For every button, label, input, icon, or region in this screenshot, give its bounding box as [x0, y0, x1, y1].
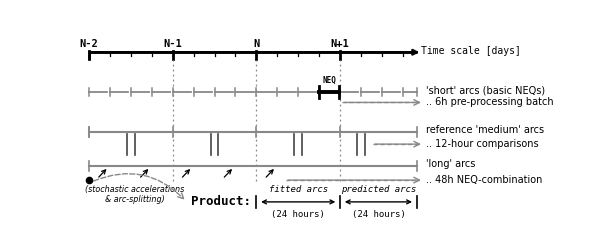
Text: Product:: Product:	[191, 195, 251, 208]
Text: N: N	[253, 39, 259, 49]
Text: reference 'medium' arcs: reference 'medium' arcs	[426, 125, 544, 135]
Text: (24 hours): (24 hours)	[352, 210, 405, 219]
Text: .. 6h pre-processing batch: .. 6h pre-processing batch	[426, 97, 554, 108]
Text: predicted arcs: predicted arcs	[341, 185, 416, 194]
Text: 'long' arcs: 'long' arcs	[426, 159, 475, 169]
Text: (stochastic accelerations
& arc-splitting): (stochastic accelerations & arc-splittin…	[85, 185, 185, 204]
Text: (24 hours): (24 hours)	[271, 210, 325, 219]
Text: .. 12-hour comparisons: .. 12-hour comparisons	[426, 139, 539, 149]
Text: N-2: N-2	[80, 39, 98, 49]
Text: 'short' arcs (basic NEQs): 'short' arcs (basic NEQs)	[426, 86, 545, 95]
Text: NEQ: NEQ	[322, 76, 336, 85]
Text: fitted arcs: fitted arcs	[269, 185, 328, 194]
Text: Time scale [days]: Time scale [days]	[421, 46, 521, 56]
Text: N-1: N-1	[163, 39, 182, 49]
Text: N+1: N+1	[331, 39, 349, 49]
Text: .. 48h NEQ-combination: .. 48h NEQ-combination	[426, 175, 542, 185]
